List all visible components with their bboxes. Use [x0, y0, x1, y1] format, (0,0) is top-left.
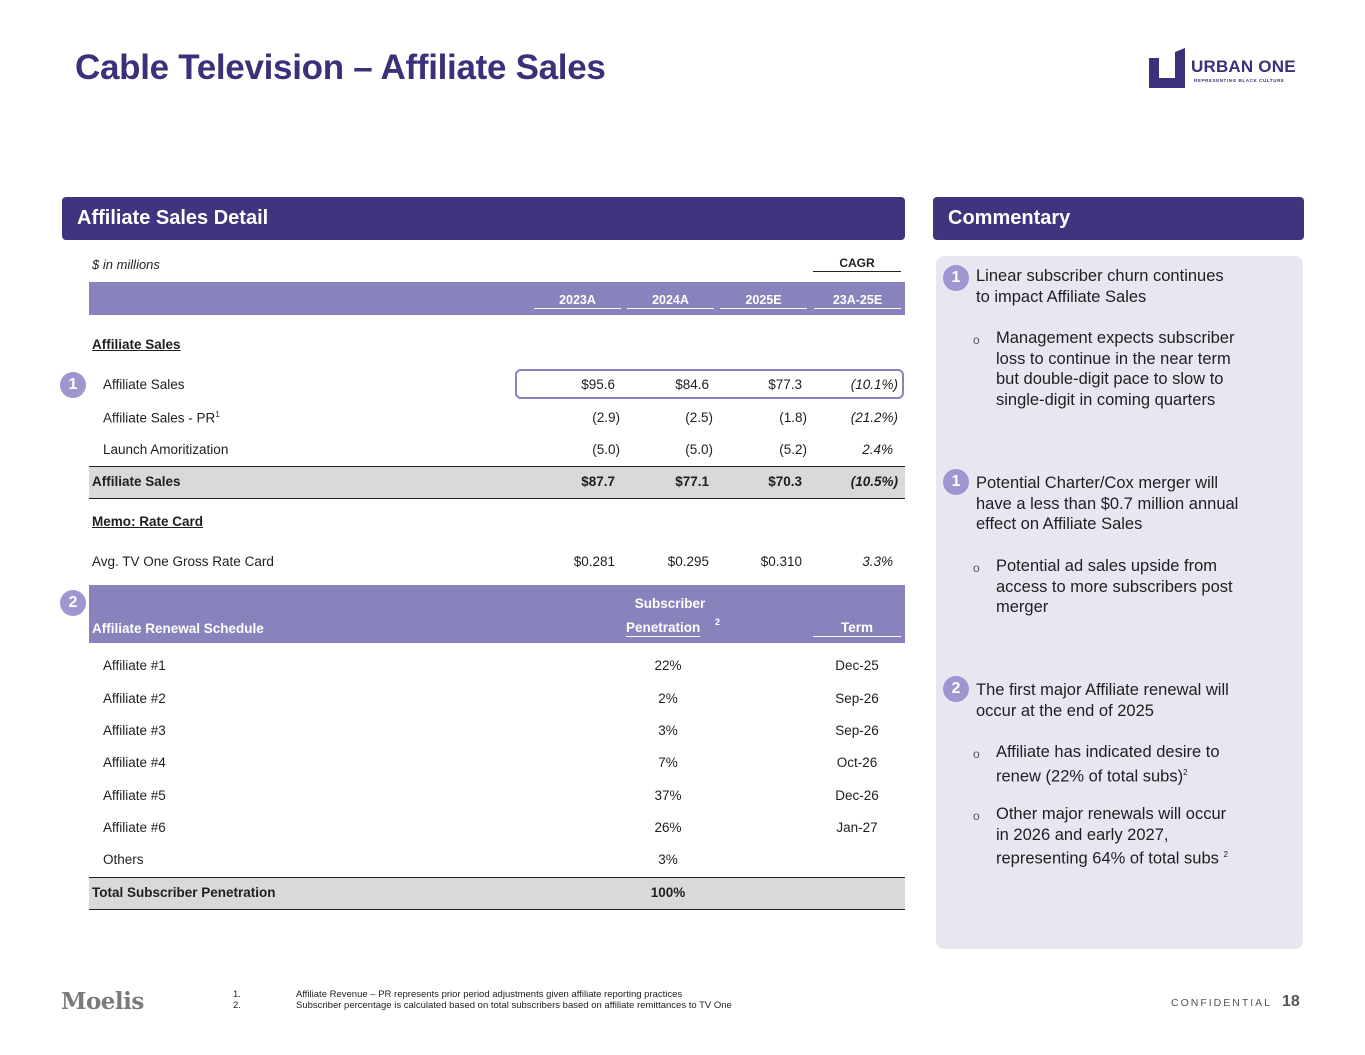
row-value: (5.0) — [685, 442, 713, 457]
total-penetration-value: 100% — [650, 885, 686, 900]
urban-one-logo-mark-icon — [1149, 48, 1185, 88]
renewal-penetration: 26% — [654, 820, 682, 835]
confidential-label: CONFIDENTIAL — [1171, 997, 1273, 1009]
total-row-value: (10.5%) — [850, 474, 898, 489]
row-value: (5.0) — [592, 442, 620, 457]
commentary-banner: Commentary — [933, 197, 1304, 240]
subscriber-col-line2: Penetration — [626, 620, 701, 637]
footnote-text: Subscriber percentage is calculated base… — [296, 1000, 732, 1011]
footnote-text: Affiliate Revenue – PR represents prior … — [296, 989, 683, 1000]
total-row-label: Affiliate Sales — [92, 474, 181, 489]
subscriber-col-line1: Subscriber — [634, 596, 706, 611]
total-penetration-shade — [89, 877, 905, 910]
page-title: Cable Television – Affiliate Sales — [75, 48, 606, 87]
bullet-circle-icon: o — [973, 809, 980, 823]
row-value: $0.310 — [760, 554, 802, 569]
renewal-penetration: 3% — [658, 723, 678, 738]
row-value: $0.295 — [667, 554, 709, 569]
renewal-label: Affiliate #4 — [103, 755, 166, 770]
renewal-term: Oct-26 — [836, 755, 878, 770]
row-label: Affiliate Sales - PR1 — [103, 410, 220, 426]
commentary-bullet: Management expects subscriber loss to con… — [996, 329, 1235, 409]
marker-2: 2 — [60, 590, 86, 616]
row-label: Affiliate Sales — [103, 377, 185, 392]
logo-wordmark: URBAN ONE — [1191, 57, 1296, 76]
footnote-number: 1. — [233, 989, 241, 1000]
row-value: (5.2) — [779, 442, 807, 457]
renewal-header-bar — [89, 585, 905, 643]
row-value: 3.3% — [862, 554, 893, 569]
bullet-circle-icon: o — [973, 561, 980, 575]
row-value: (2.5) — [685, 410, 713, 425]
row-value: (21.2%) — [850, 410, 898, 425]
total-row-value: $70.3 — [768, 474, 802, 489]
row-value: $77.3 — [768, 377, 802, 392]
commentary-marker: 2 — [943, 676, 969, 702]
total-row-value: $77.1 — [675, 474, 709, 489]
total-row-value: $87.7 — [581, 474, 615, 489]
commentary-heading: Linear subscriber churn continues to impa… — [976, 267, 1224, 306]
renewal-term: Dec-26 — [835, 788, 879, 803]
bullet-circle-icon: o — [973, 747, 980, 761]
col-2024a: 2024A — [627, 293, 714, 309]
row-value: $0.281 — [573, 554, 615, 569]
renewal-label: Affiliate #3 — [103, 723, 166, 738]
term-col-header: Term — [813, 620, 901, 637]
row-value: (2.9) — [592, 410, 620, 425]
row-value: (1.8) — [779, 410, 807, 425]
row-value: 2.4% — [862, 442, 893, 457]
subscriber-col-sup: 2 — [715, 617, 721, 627]
row-value: (10.1%) — [850, 377, 898, 392]
renewal-term: Jan-27 — [836, 820, 878, 835]
renewal-penetration: 22% — [654, 658, 682, 673]
commentary-bullet: Other major renewals will occur in 2026 a… — [996, 805, 1228, 868]
renewal-penetration: 3% — [658, 852, 678, 867]
total-row-shade — [89, 466, 905, 499]
col-2023a: 2023A — [534, 293, 621, 309]
moelis-logo: Moelis — [61, 988, 144, 1015]
commentary-heading: Potential Charter/Cox merger will have a … — [976, 474, 1239, 533]
renewal-label: Others — [103, 852, 144, 867]
marker-1: 1 — [60, 372, 86, 398]
commentary-bullet: Affiliate has indicated desire to renew … — [996, 743, 1220, 785]
renewal-term: Sep-26 — [835, 691, 879, 706]
renewal-term: Sep-26 — [835, 723, 879, 738]
bullet-circle-icon: o — [973, 333, 980, 347]
commentary-marker: 1 — [943, 469, 969, 495]
row-value: $95.6 — [581, 377, 615, 392]
commentary-bullet: Potential ad sales upside from access to … — [996, 557, 1233, 616]
renewal-label: Affiliate #6 — [103, 820, 166, 835]
renewal-label: Affiliate #5 — [103, 788, 166, 803]
units-label: $ in millions — [92, 257, 160, 272]
footnote-number: 2. — [233, 1000, 241, 1011]
logo-tagline: REPRESENTING BLACK CULTURE — [1194, 78, 1285, 83]
commentary-heading: The first major Affiliate renewal will oc… — [976, 681, 1229, 720]
commentary-marker: 1 — [943, 265, 969, 291]
renewal-penetration: 7% — [658, 755, 678, 770]
renewal-term: Dec-25 — [835, 658, 879, 673]
renewal-header-label: Affiliate Renewal Schedule — [92, 621, 264, 636]
renewal-penetration: 2% — [658, 691, 678, 706]
affiliate-sales-highlight-box — [515, 369, 904, 399]
row-label: Avg. TV One Gross Rate Card — [92, 554, 274, 569]
total-penetration-label: Total Subscriber Penetration — [92, 885, 276, 900]
memo-section-title: Memo: Rate Card — [92, 514, 204, 529]
row-label: Launch Amoritization — [103, 442, 229, 457]
cagr-label: CAGR — [813, 256, 901, 272]
col-cagr: 23A-25E — [814, 293, 901, 309]
row-value: $84.6 — [675, 377, 709, 392]
affiliate-sales-detail-banner: Affiliate Sales Detail — [62, 197, 905, 240]
affiliate-sales-section-title: Affiliate Sales — [92, 337, 181, 352]
column-header-bar — [89, 282, 905, 315]
commentary-panel — [936, 256, 1303, 949]
renewal-label: Affiliate #2 — [103, 691, 166, 706]
urban-one-logo: URBAN ONE REPRESENTING BLACK CULTURE — [1147, 48, 1307, 90]
renewal-penetration: 37% — [654, 788, 682, 803]
renewal-label: Affiliate #1 — [103, 658, 166, 673]
page-number: 18 — [1282, 993, 1300, 1010]
col-2025e: 2025E — [720, 293, 807, 309]
